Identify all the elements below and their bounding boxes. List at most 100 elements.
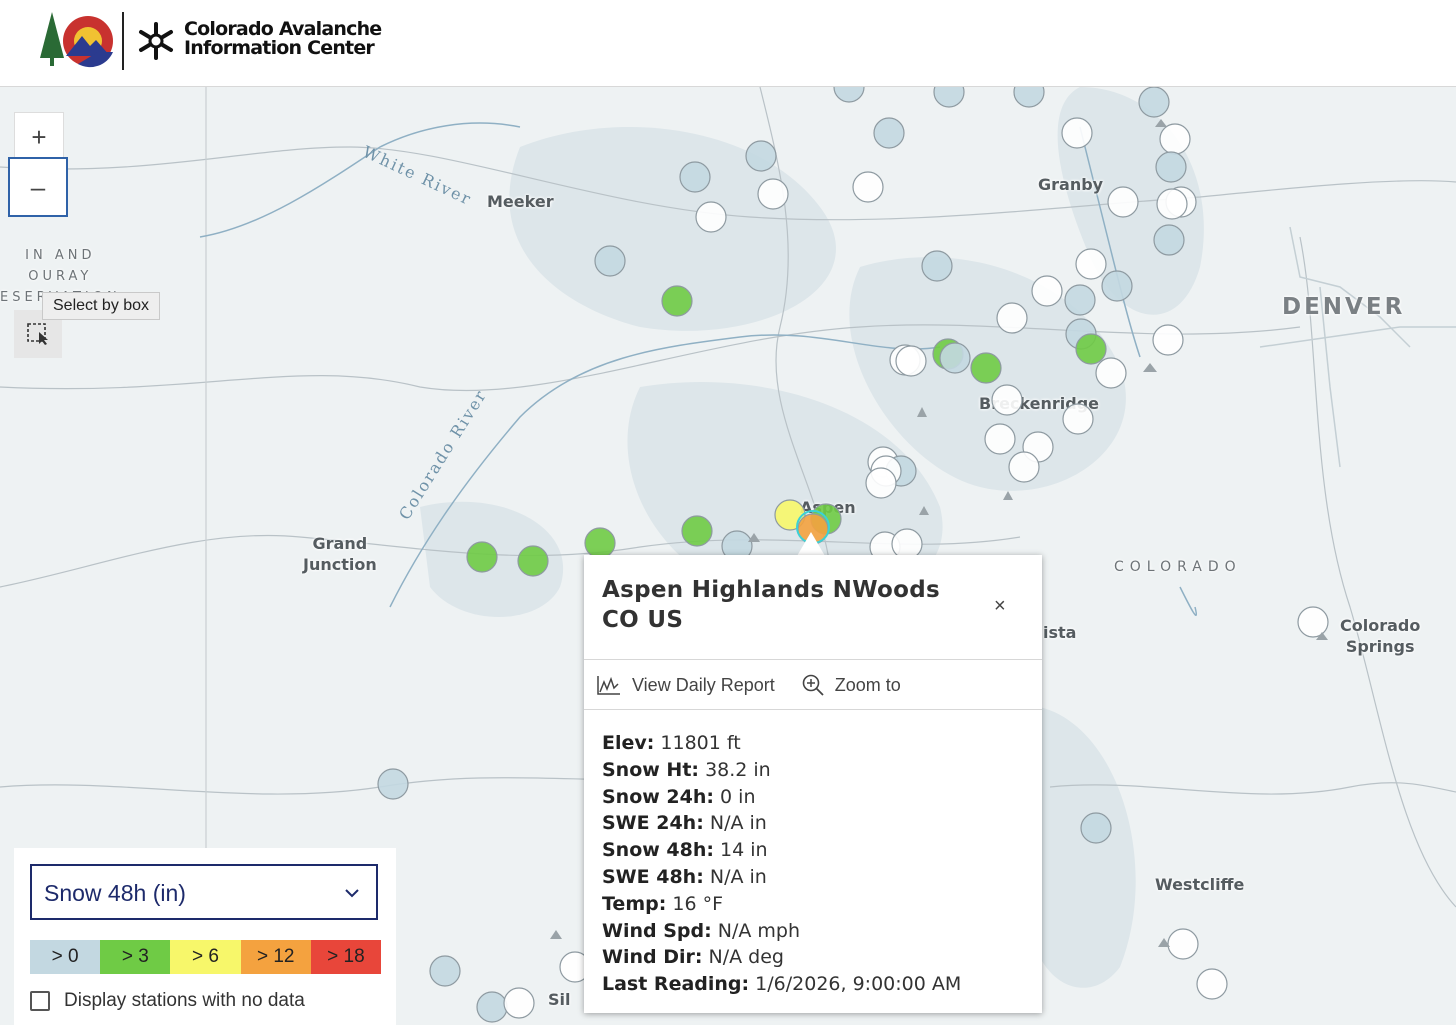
- station-marker: [1064, 284, 1096, 316]
- legend-bins: > 0 > 3 > 6 > 12 > 18: [30, 940, 382, 974]
- station-marker: [873, 117, 905, 149]
- field-value: 38.2 in: [705, 758, 771, 781]
- field-label: SWE 24h:: [602, 812, 704, 835]
- field-row: Snow Ht: 38.2 in: [602, 757, 961, 784]
- station-marker: [377, 768, 409, 800]
- field-row: SWE 48h: N/A in: [602, 864, 961, 891]
- station-marker: [584, 527, 616, 559]
- station-markers: [377, 87, 1329, 1023]
- field-row: Snow 24h: 0 in: [602, 784, 961, 811]
- station-marker: [921, 250, 953, 282]
- place-label-partial-2: Sil: [548, 990, 571, 1009]
- field-label: Wind Dir:: [602, 946, 703, 969]
- legend-bin: > 6: [170, 940, 241, 974]
- place-label-colorado-springs: Colorado Springs: [1340, 616, 1421, 656]
- place-label-granby: Granby: [1038, 175, 1104, 194]
- station-marker: [745, 140, 777, 172]
- logo-line2: Information Center: [184, 37, 375, 59]
- place-label-meeker: Meeker: [487, 192, 554, 211]
- station-marker: [1155, 151, 1187, 183]
- field-label: Snow 24h:: [602, 785, 714, 808]
- station-marker: [517, 545, 549, 577]
- station-marker: [970, 352, 1002, 384]
- field-label: Temp:: [602, 892, 667, 915]
- station-marker: [503, 987, 535, 1019]
- zoom-in-button[interactable]: +: [14, 112, 64, 162]
- place-label-partial: ista: [1043, 623, 1077, 642]
- view-daily-report-label: View Daily Report: [632, 674, 775, 695]
- place-label-grand-junction: Grand Junction: [303, 534, 377, 574]
- variable-select[interactable]: Snow 48h (in): [30, 864, 378, 920]
- station-marker: [695, 201, 727, 233]
- station-marker: [833, 87, 865, 103]
- field-label: SWE 48h:: [602, 865, 704, 888]
- station-marker: [1159, 123, 1191, 155]
- popup-fields: Elev: 11801 ft Snow Ht: 38.2 in Snow 24h…: [602, 730, 961, 998]
- field-row: Snow 48h: 14 in: [602, 837, 961, 864]
- field-value: 16 °F: [672, 892, 724, 915]
- field-value: 11801 ft: [660, 732, 741, 754]
- chevron-down-icon: [345, 889, 359, 898]
- field-row: Wind Spd: N/A mph: [602, 918, 961, 945]
- zoom-to-button[interactable]: Zoom to: [801, 673, 901, 697]
- station-marker: [1153, 224, 1185, 256]
- station-marker: [429, 955, 461, 987]
- station-marker: [1107, 186, 1139, 218]
- station-marker: [1152, 324, 1184, 356]
- station-marker: [681, 515, 713, 547]
- field-value: 14 in: [720, 839, 768, 862]
- popup-divider-2: [584, 709, 1042, 710]
- station-marker: [991, 384, 1023, 416]
- station-marker: [996, 302, 1028, 334]
- station-marker: [679, 161, 711, 193]
- field-value: N/A in: [709, 865, 767, 888]
- place-label-denver: DENVER: [1282, 294, 1406, 320]
- view-daily-report-button[interactable]: View Daily Report: [596, 674, 775, 696]
- field-label: Snow Ht:: [602, 758, 700, 781]
- colorado-logo-icon[interactable]: [38, 12, 114, 70]
- station-marker: [594, 245, 626, 277]
- field-value: 1/6/2026, 9:00:00 AM: [755, 973, 962, 996]
- field-value: N/A in: [709, 812, 767, 835]
- station-marker: [852, 171, 884, 203]
- field-label: Elev:: [602, 732, 655, 754]
- station-marker: [1167, 928, 1199, 960]
- legend-bin: > 12: [240, 940, 311, 974]
- station-popup: Aspen Highlands NWoods CO US × View Dail…: [584, 555, 1042, 1013]
- legend-bin: > 0: [30, 940, 101, 974]
- close-icon[interactable]: ×: [994, 595, 1006, 617]
- field-row: Elev: 11801 ft: [602, 730, 961, 757]
- no-data-checkbox[interactable]: [30, 991, 50, 1011]
- station-marker: [1156, 188, 1188, 220]
- field-label: Wind Spd:: [602, 919, 712, 942]
- zoom-to-label: Zoom to: [834, 674, 901, 695]
- station-marker: [1062, 403, 1094, 435]
- popup-pointer: [797, 532, 825, 556]
- station-marker: [939, 342, 971, 374]
- station-marker: [1138, 87, 1170, 118]
- logo-text: Colorado Avalanche Information Center: [184, 20, 382, 59]
- popup-title: Aspen Highlands NWoods CO US: [602, 577, 940, 633]
- station-marker: [476, 991, 508, 1023]
- station-marker: [1061, 117, 1093, 149]
- field-row: SWE 24h: N/A in: [602, 810, 961, 837]
- zoom-in-icon: [802, 674, 824, 696]
- popup-divider: [584, 659, 1042, 660]
- select-box-icon: [27, 323, 48, 345]
- popup-actions: View Daily Report Zoom to: [596, 668, 927, 702]
- field-row: Wind Dir: N/A deg: [602, 944, 961, 971]
- field-label: Last Reading:: [602, 973, 750, 996]
- zoom-out-button[interactable]: –: [8, 157, 68, 217]
- no-data-label: Display stations with no data: [64, 990, 305, 1011]
- station-marker: [1013, 87, 1045, 108]
- chart-line-icon: [597, 676, 620, 695]
- snowflake-icon: [139, 22, 173, 60]
- station-marker: [1095, 357, 1127, 389]
- field-row: Last Reading: 1/6/2026, 9:00:00 AM: [602, 971, 961, 998]
- station-marker: [1075, 333, 1107, 365]
- station-marker: [933, 87, 965, 108]
- no-data-toggle[interactable]: Display stations with no data: [30, 990, 305, 1012]
- station-marker: [466, 541, 498, 573]
- station-marker: [1297, 606, 1329, 638]
- station-marker: [757, 178, 789, 210]
